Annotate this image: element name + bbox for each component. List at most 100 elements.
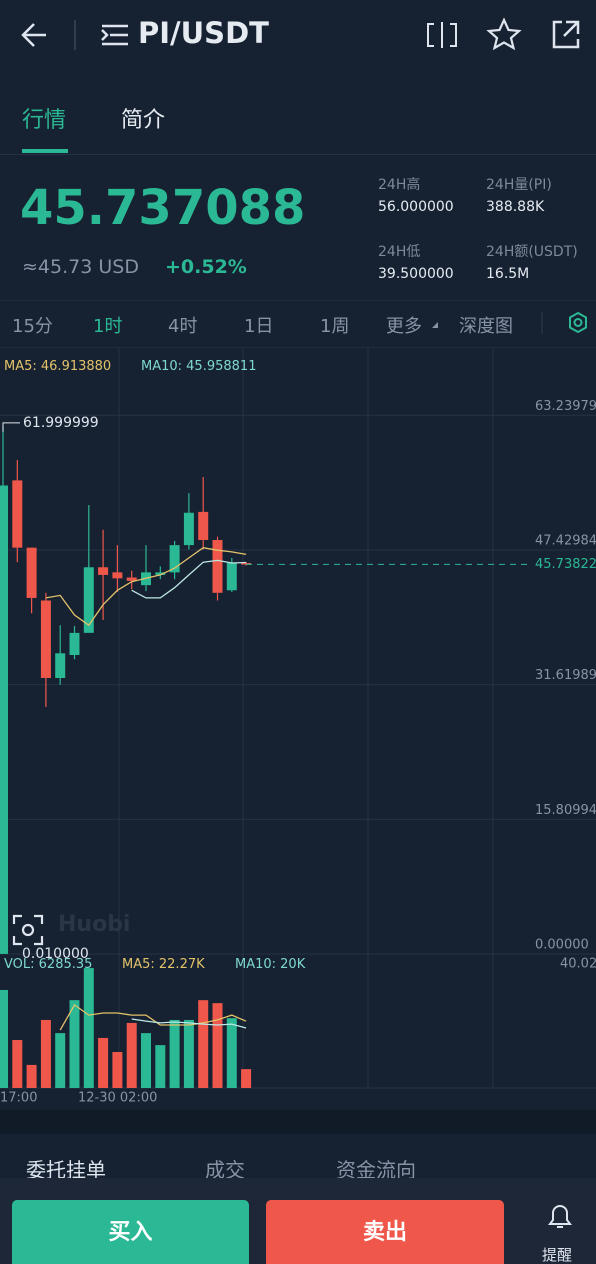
volume-bar [26, 1064, 37, 1088]
max-pointer [2, 422, 20, 432]
candle-body [83, 567, 94, 633]
interval[interactable]: 深度图 [459, 316, 513, 337]
interval[interactable]: 1日 [244, 316, 274, 337]
volume-bar [83, 968, 94, 1088]
alert-label[interactable]: 提醒 [542, 1246, 573, 1264]
stat-value: 56.000000 [378, 199, 454, 215]
menu-icon[interactable] [101, 24, 128, 46]
vol-ma5-legend: MA5: 22.27K [122, 957, 205, 972]
separator [0, 154, 596, 155]
interval[interactable]: 4时 [168, 316, 198, 337]
max-label: 61.999999 [23, 415, 99, 431]
volume-bar [198, 1000, 209, 1088]
stat-value: 39.500000 [378, 266, 454, 282]
settings-icon[interactable] [540, 308, 596, 338]
candle-body [155, 572, 166, 575]
stat-value: 388.88K [486, 199, 545, 215]
interval[interactable]: 1周 [320, 316, 350, 337]
volume-bar [241, 1069, 252, 1088]
volume-bar [112, 1052, 123, 1088]
ma10-legend: MA10: 45.958811 [141, 359, 257, 374]
price-change: +0.52% [165, 256, 247, 278]
volume-bar [169, 1019, 180, 1088]
candle-body [198, 511, 209, 541]
usd-price: ≈45.73 USD [22, 256, 139, 278]
volume-bar [12, 1040, 23, 1088]
sell-button[interactable]: 卖出 [266, 1200, 504, 1264]
y-tick-label: 0.00000 [535, 938, 589, 953]
split-icon[interactable] [427, 22, 457, 48]
stat-label: 24H量(PI) [486, 177, 552, 193]
stat-value: 16.5M [486, 266, 530, 282]
candle-body [126, 577, 137, 581]
candle-body [40, 600, 51, 679]
tab[interactable]: 简介 [121, 108, 166, 133]
bell-icon[interactable] [544, 1200, 576, 1232]
candle-body [241, 563, 252, 565]
volume-bar [155, 1045, 166, 1088]
volume-bar [141, 1033, 151, 1088]
last-price-label: 45.73822 [535, 557, 596, 572]
candle-body [183, 512, 194, 546]
pair-title: PI/USDT [138, 16, 269, 50]
x-tick-label: 12-30 02:00 [78, 1091, 157, 1106]
candle-body [98, 567, 109, 575]
bottom-tab[interactable]: 资金流向 [336, 1158, 416, 1178]
volume-bar [126, 1022, 137, 1088]
vol-legend: VOL: 6285.35 [4, 957, 93, 972]
vol-ma10-legend: MA10: 20K [235, 957, 306, 972]
share-icon[interactable] [552, 20, 580, 49]
candle-body [12, 480, 23, 548]
ma5-legend: MA5: 46.913880 [4, 359, 112, 374]
dropdown-caret [432, 322, 438, 328]
tab[interactable]: 行情 [22, 108, 67, 133]
volume-bar [0, 989, 8, 1088]
interval[interactable]: 15分 [12, 316, 53, 337]
candle-body [226, 563, 237, 591]
vol-tick-label: 40.02 [560, 957, 596, 972]
candle-body [169, 545, 180, 573]
bottom-tabs: 委托挂单 成交 资金流向 [0, 1134, 596, 1178]
volume-bar [40, 1019, 51, 1088]
volume-bar [183, 1019, 194, 1088]
candle-body [26, 547, 37, 598]
y-tick-label: 15.80994 [535, 803, 596, 818]
buy-button[interactable]: 买入 [12, 1200, 249, 1264]
candle-body [69, 632, 80, 656]
ma5-line [45, 547, 247, 627]
candle-body [55, 653, 66, 679]
divider-strip [0, 1110, 596, 1134]
stat-label: 24H高 [378, 177, 421, 193]
last-price: 45.737088 [20, 180, 306, 236]
volume-bar [55, 1033, 66, 1088]
stat-label: 24H额(USDT) [486, 244, 578, 260]
volume-bar [69, 1000, 80, 1088]
candle-body [0, 485, 8, 954]
y-tick-label: 63.23979 [535, 399, 596, 414]
vol-ma10-line [131, 1018, 247, 1029]
header-icons [21, 17, 580, 51]
volume-bar [98, 1037, 109, 1088]
bottom-tab[interactable]: 委托挂单 [26, 1158, 106, 1178]
y-tick-label: 47.42984 [535, 533, 596, 548]
stat-label: 24H低 [378, 244, 421, 260]
bottom-tab[interactable]: 成交 [205, 1158, 245, 1178]
candle-body [112, 572, 123, 579]
volume-bar [212, 1003, 223, 1088]
min-label: 0.010000 [22, 946, 89, 962]
candle-body [212, 540, 223, 593]
x-tick-label: 17:00 [0, 1091, 37, 1106]
watermark: Huobi [58, 912, 131, 937]
back-icon[interactable] [21, 23, 46, 47]
fullscreen-icon[interactable] [12, 914, 44, 946]
volume-bar [226, 1018, 237, 1088]
ma10-line [131, 559, 247, 599]
kline-chart: 63.23979 47.42984 31.61989 15.80994 0.00000 4… [0, 348, 596, 1106]
interval-bar [0, 300, 596, 348]
vol-ma5-line [59, 1003, 247, 1031]
interval[interactable]: 1时 [93, 316, 123, 337]
favorite-icon[interactable] [486, 17, 522, 51]
interval[interactable]: 更多 [386, 316, 422, 337]
y-tick-label: 31.61989 [535, 668, 596, 683]
